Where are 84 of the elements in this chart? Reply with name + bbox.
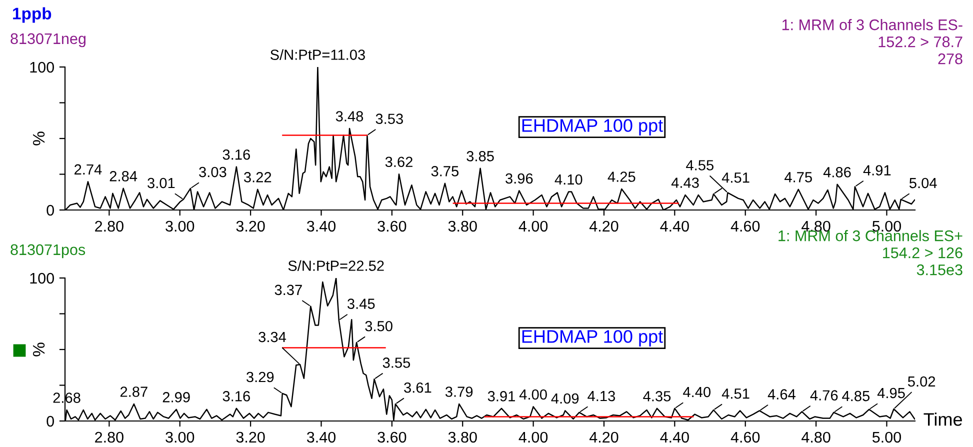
- y-tick-label: 0: [46, 204, 54, 216]
- annotation: 3.22: [244, 172, 272, 182]
- annotation: 4.40: [683, 386, 711, 398]
- annotation: 3.85: [466, 151, 494, 162]
- x-tick-label: 3.40: [306, 220, 336, 232]
- annotation: 3.91: [488, 391, 515, 402]
- annotation: 3.45: [347, 298, 375, 309]
- annotation: 3.50: [365, 320, 392, 332]
- annotation: 3.62: [385, 156, 412, 168]
- y-axis-title: %: [32, 342, 45, 356]
- annotation: 4.95: [877, 388, 905, 398]
- y-tick-label: 100: [30, 62, 54, 73]
- annotation: 4.09: [551, 393, 579, 404]
- annotation: 3.29: [246, 372, 274, 382]
- x-tick-label: 3.40: [306, 432, 336, 443]
- annotation: 4.76: [810, 390, 838, 400]
- annotation: EHDMAP 100 ppt: [522, 119, 663, 136]
- annotation: 4.75: [784, 172, 812, 182]
- chart-subtitle: 813071pos: [10, 244, 86, 258]
- annotation: 5.04: [909, 178, 937, 188]
- annotation: 3.16: [222, 149, 250, 160]
- annotation: 3.96: [506, 173, 533, 184]
- annotation: 4.00: [519, 389, 547, 400]
- annotation: 4.43: [671, 178, 699, 188]
- annotation: 5.02: [908, 376, 936, 387]
- x-tick-label: 4.60: [730, 432, 760, 443]
- x-tick-label: 3.20: [236, 432, 265, 443]
- annotation: 4.10: [554, 174, 582, 185]
- annotation: S/N:PtP=11.03: [270, 49, 365, 60]
- chart-subtitle: 813071neg: [10, 33, 86, 48]
- x-tick-label: 4.80: [802, 220, 830, 232]
- text: 1: MRM of 3 Channels ES- 152.2 > 78.7 278: [782, 19, 962, 64]
- annotation: 4.25: [608, 172, 636, 182]
- annotation: 4.51: [722, 172, 750, 183]
- annotation: 3.16: [222, 391, 250, 402]
- annotation: 4.91: [863, 165, 891, 176]
- y-tick-label: 0: [46, 416, 54, 427]
- annotation: 4.35: [643, 391, 671, 402]
- annotation: 4.55: [686, 160, 714, 170]
- annotation: 3.75: [431, 166, 459, 176]
- x-tick-label: 5.00: [872, 220, 901, 232]
- x-tick-label: 4.20: [589, 220, 618, 232]
- x-tick-label: 4.40: [660, 432, 689, 443]
- x-tick-label: 4.00: [518, 220, 548, 232]
- x-tick-label: 4.60: [730, 220, 760, 232]
- x-tick-label: 2.80: [95, 220, 124, 232]
- x-tick-label: 3.00: [166, 432, 194, 443]
- x-tick-label: 4.40: [660, 220, 689, 232]
- annotation: 4.13: [588, 390, 616, 402]
- annotation: 3.55: [382, 358, 410, 368]
- annotation: 4.85: [842, 390, 870, 402]
- annotation: 3.61: [404, 382, 432, 393]
- annotation: 3.03: [199, 166, 226, 178]
- annotation: 4.64: [768, 389, 796, 400]
- annotation: 4.51: [722, 388, 750, 399]
- annotation: 2.87: [120, 386, 148, 397]
- x-tick-label: 3.80: [448, 432, 477, 443]
- annotation: 3.79: [445, 386, 473, 397]
- x-tick-label: 3.60: [378, 432, 406, 443]
- x-tick-label: 4.00: [518, 432, 548, 443]
- annotation: EHDMAP 100 ppt: [522, 330, 663, 346]
- x-tick-label: 3.80: [448, 220, 477, 232]
- y-axis-title: %: [32, 132, 45, 146]
- x-tick-label: 4.80: [802, 432, 830, 443]
- annotation: S/N:PtP=22.52: [288, 260, 384, 271]
- y-tick-label: 100: [30, 272, 54, 284]
- x-axis-title: Time: [924, 412, 962, 426]
- x-tick-label: 2.80: [95, 432, 124, 443]
- annotation: 3.37: [274, 284, 302, 296]
- x-tick-label: 3.20: [236, 220, 265, 232]
- annotation: 2.74: [74, 164, 102, 174]
- x-tick-label: 3.00: [166, 220, 194, 232]
- annotation: 4.86: [823, 167, 851, 178]
- x-tick-label: 5.00: [872, 432, 901, 443]
- x-tick-label: 3.60: [378, 220, 406, 232]
- annotation: 3.48: [336, 111, 364, 122]
- annotation: 3.53: [376, 114, 403, 124]
- annotation: 2.99: [162, 392, 190, 402]
- chart-title: 1ppb: [13, 7, 52, 23]
- annotation: 2.84: [110, 171, 138, 182]
- x-tick-label: 4.20: [589, 432, 618, 443]
- text: 1: MRM of 3 Channels ES+ 154.2 > 126 3.15e3: [778, 230, 962, 276]
- annotation: 3.01: [148, 178, 175, 188]
- annotation: 3.34: [258, 332, 286, 342]
